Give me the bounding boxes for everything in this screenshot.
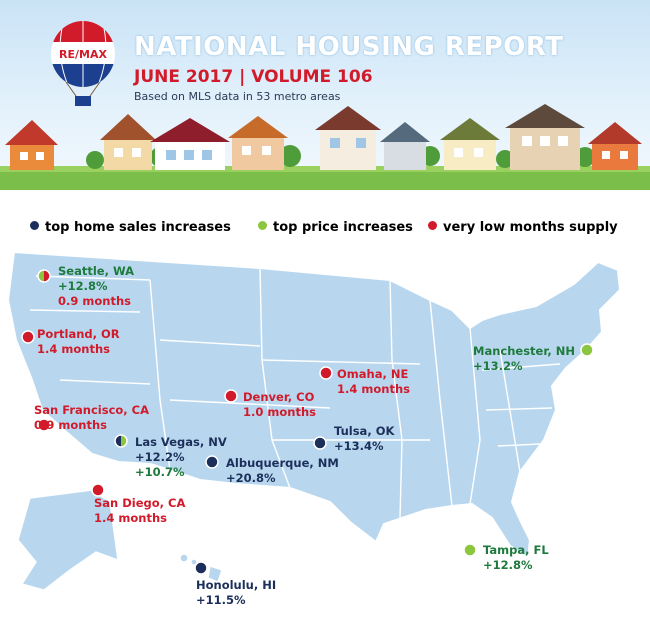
- city-marker: [205, 455, 219, 469]
- city-stat: 1.4 months: [337, 382, 410, 396]
- us-mainland-shape: [6, 250, 622, 560]
- legend-item-sales: top home sales increases: [30, 220, 231, 235]
- city-portland: Portland, OR 1.4 months: [37, 327, 120, 357]
- city-stat: +12.8%: [58, 279, 108, 293]
- city-marker-split: [37, 269, 51, 283]
- city-stat: +11.5%: [196, 593, 246, 607]
- city-marker: [580, 343, 594, 357]
- city-marker: [91, 483, 105, 497]
- city-name: Seattle, WA: [58, 264, 135, 278]
- city-marker: [194, 561, 208, 575]
- city-denver: Denver, CO 1.0 months: [243, 390, 316, 420]
- city-stat: 0.9 months: [58, 294, 131, 308]
- city-marker: [463, 543, 477, 557]
- city-tampa: Tampa, FL +12.8%: [483, 543, 549, 573]
- city-name: Omaha, NE: [337, 367, 409, 381]
- city-seattle: Seattle, WA +12.8% 0.9 months: [58, 264, 134, 309]
- legend-item-supply: very low months supply: [428, 220, 618, 235]
- city-markers: [21, 269, 594, 575]
- city-name: San Francisco, CA: [34, 403, 150, 417]
- report-title: NATIONAL HOUSING REPORT: [134, 32, 564, 62]
- city-stat: 1.4 months: [94, 511, 167, 525]
- city-marker: [37, 418, 51, 432]
- city-name: Albuquerque, NM: [226, 456, 339, 470]
- city-name: Las Vegas, NV: [135, 435, 227, 449]
- city-stat: 1.0 months: [243, 405, 316, 419]
- city-stat: +12.2%: [135, 450, 185, 464]
- city-name: Honolulu, HI: [196, 578, 277, 592]
- neighborhood-illustration: [0, 104, 650, 190]
- us-map: [6, 250, 622, 591]
- state-borders: [29, 267, 561, 519]
- city-name: Tulsa, OK: [334, 424, 395, 438]
- city-stat: +10.7%: [135, 465, 185, 479]
- legend-dot: [428, 221, 437, 230]
- legend-label: top price increases: [273, 220, 413, 235]
- legend-label: very low months supply: [443, 220, 618, 235]
- city-stat: +13.2%: [473, 359, 523, 373]
- city-stat: +20.8%: [226, 471, 276, 485]
- city-marker-split: [114, 434, 128, 448]
- city-omaha: Omaha, NE 1.4 months: [337, 367, 410, 397]
- legend-dot: [30, 221, 39, 230]
- city-stat: 0.9 months: [34, 418, 107, 432]
- city-name: Denver, CO: [243, 390, 315, 404]
- city-las-vegas: Las Vegas, NV +12.2% +10.7%: [135, 435, 227, 480]
- city-stat: +13.4%: [334, 439, 384, 453]
- city-marker: [313, 436, 327, 450]
- brand-text: RE/MAX: [59, 48, 107, 61]
- city-name: Manchester, NH: [473, 344, 575, 358]
- report-subtitle: JUNE 2017 | VOLUME 106: [134, 67, 373, 87]
- map-legend: top home sales increases top price incre…: [0, 216, 650, 242]
- city-marker: [21, 330, 35, 344]
- city-name: Portland, OR: [37, 327, 120, 341]
- city-stat: 1.4 months: [37, 342, 110, 356]
- city-tulsa: Tulsa, OK +13.4%: [334, 424, 394, 454]
- remax-balloon-logo: RE/MAX: [51, 21, 115, 106]
- city-manchester: Manchester, NH +13.2%: [473, 344, 575, 374]
- city-albuquerque: Albuquerque, NM +20.8%: [226, 456, 339, 486]
- city-marker: [224, 389, 238, 403]
- alaska-shape: [17, 489, 119, 591]
- city-honolulu: Honolulu, HI +11.5%: [196, 578, 276, 608]
- report-header: RE/MAX NATIONAL HOUSING REPORT JUNE 2017…: [0, 0, 650, 190]
- city-marker: [319, 366, 333, 380]
- city-name: Tampa, FL: [483, 543, 549, 557]
- legend-item-price: top price increases: [258, 220, 413, 235]
- city-san-diego: San Diego, CA 1.4 months: [94, 496, 185, 526]
- data-source-note: Based on MLS data in 53 metro areas: [134, 90, 341, 103]
- city-name: San Diego, CA: [94, 496, 186, 510]
- legend-dot: [258, 221, 267, 230]
- legend-label: top home sales increases: [45, 220, 231, 235]
- city-san-francisco: San Francisco, CA 0.9 months: [34, 403, 149, 433]
- city-stat: +12.8%: [483, 558, 533, 572]
